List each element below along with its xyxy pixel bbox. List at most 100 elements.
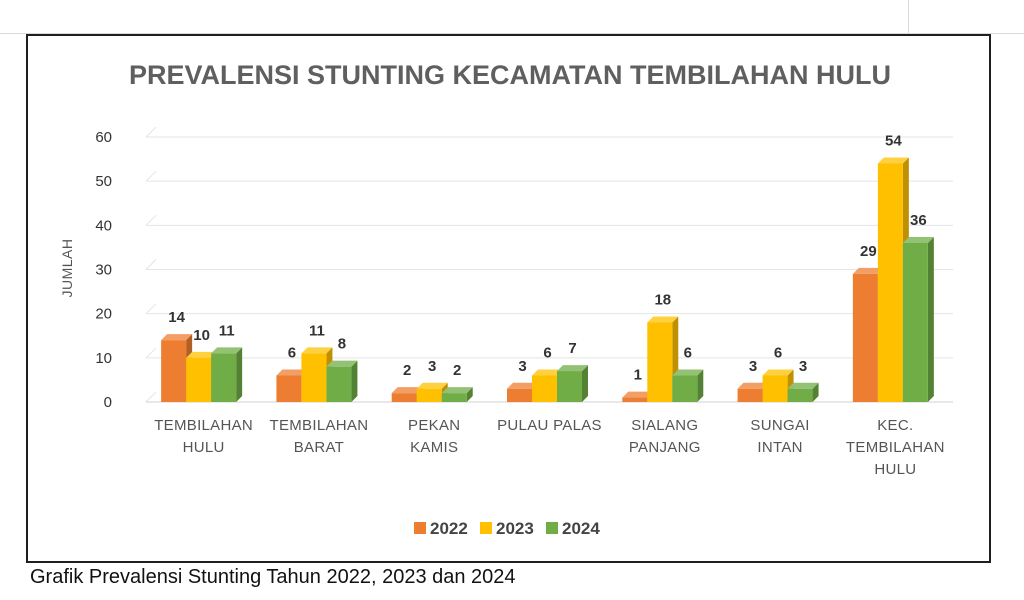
data-label: 36 bbox=[910, 212, 927, 229]
gridline-depth bbox=[145, 259, 157, 270]
legend-swatch-2024 bbox=[546, 522, 558, 534]
bar-front bbox=[391, 393, 417, 402]
data-label: 8 bbox=[338, 336, 346, 353]
legend-label-2023: 2023 bbox=[496, 519, 534, 538]
legend: 2022 2023 2024 bbox=[414, 519, 600, 538]
bar-front bbox=[276, 375, 302, 402]
bar-top bbox=[902, 237, 934, 243]
data-label: 14 bbox=[168, 309, 185, 326]
category-label-line: KAMIS bbox=[410, 439, 458, 456]
bar-top bbox=[762, 369, 794, 376]
y-tick-label: 20 bbox=[95, 306, 112, 323]
data-label: 54 bbox=[885, 133, 902, 150]
category-label-line: TEMBILAHAN bbox=[154, 417, 253, 434]
category-label-line: PULAU PALAS bbox=[497, 417, 602, 434]
bar-top bbox=[161, 334, 193, 341]
bar-side bbox=[466, 387, 473, 402]
bar-side bbox=[236, 347, 243, 402]
category-label-line: HULU bbox=[183, 439, 225, 456]
bar-2023-2 bbox=[416, 382, 448, 402]
chart-svg: PREVALENSI STUNTING KECAMATAN TEMBILAHAN… bbox=[59, 60, 953, 538]
data-label: 7 bbox=[568, 340, 576, 357]
bar-front bbox=[852, 273, 878, 402]
category-label-line: SUNGAI bbox=[750, 417, 809, 434]
bar-top bbox=[557, 365, 588, 372]
data-label: 3 bbox=[518, 358, 526, 375]
data-label: 29 bbox=[860, 243, 877, 260]
y-tick-label: 30 bbox=[95, 262, 112, 279]
bar-side bbox=[927, 237, 934, 402]
bar-top bbox=[877, 157, 909, 164]
page-top-divider bbox=[908, 0, 909, 33]
data-label: 11 bbox=[309, 322, 325, 339]
category-labels: TEMBILAHAN HULU TEMBILAHAN BARAT PEKAN KAMIS P… bbox=[154, 417, 945, 478]
bar-front bbox=[186, 357, 212, 402]
y-tick-label: 50 bbox=[95, 173, 112, 190]
data-label: 6 bbox=[684, 345, 692, 362]
bar-top bbox=[391, 387, 423, 394]
bar-front bbox=[762, 375, 788, 402]
data-label: 1 bbox=[634, 367, 642, 384]
bar-2024-1 bbox=[326, 360, 358, 402]
gridline-depth bbox=[145, 214, 157, 226]
bar-2024-6 bbox=[902, 237, 934, 402]
y-axis-ticks: 0 10 20 30 40 50 60 bbox=[95, 129, 112, 411]
bar-front bbox=[672, 375, 698, 402]
y-tick-label: 40 bbox=[95, 217, 112, 234]
bar-front bbox=[532, 375, 557, 402]
bar-2024-4 bbox=[672, 369, 704, 402]
bar-top bbox=[647, 316, 679, 323]
y-tick-label: 0 bbox=[104, 394, 112, 411]
bar-2023-1 bbox=[301, 347, 333, 402]
bar-front bbox=[161, 340, 187, 402]
bar-front bbox=[787, 388, 813, 402]
page-top-rule bbox=[0, 33, 1024, 34]
category-label: PULAU PALAS bbox=[497, 417, 602, 434]
legend-swatch-2022 bbox=[414, 522, 426, 534]
bar-top bbox=[787, 382, 819, 389]
bar-front bbox=[301, 353, 327, 402]
data-label: 6 bbox=[288, 345, 296, 362]
bar-top bbox=[532, 369, 563, 376]
category-label: TEMBILAHAN HULU bbox=[154, 417, 253, 456]
gridline-depth bbox=[145, 347, 157, 359]
bar-side bbox=[697, 369, 704, 402]
bar-front bbox=[737, 388, 763, 402]
bar-top bbox=[186, 351, 218, 358]
bar-top bbox=[301, 347, 333, 354]
gridline-depth bbox=[145, 170, 157, 182]
category-label-line: BARAT bbox=[294, 439, 344, 456]
legend-label-2022: 2022 bbox=[430, 519, 468, 538]
data-label: 3 bbox=[428, 358, 436, 375]
y-axis-title: JUMLAH bbox=[59, 238, 75, 297]
bar-front bbox=[902, 243, 928, 402]
legend-label-2024: 2024 bbox=[562, 519, 600, 538]
bar-front bbox=[647, 322, 673, 402]
bar-top bbox=[737, 382, 769, 389]
bars bbox=[161, 157, 934, 402]
data-label: 11 bbox=[219, 322, 235, 339]
bar-top bbox=[507, 382, 538, 389]
y-tick-label: 10 bbox=[95, 350, 112, 367]
category-label: PEKAN KAMIS bbox=[408, 417, 460, 456]
gridline-depth bbox=[145, 126, 157, 138]
bar-2024-3 bbox=[557, 365, 588, 402]
bar-side bbox=[582, 365, 588, 402]
bar-front bbox=[507, 388, 532, 402]
data-label: 18 bbox=[654, 292, 671, 309]
category-label: SUNGAI INTAN bbox=[750, 417, 809, 456]
bar-front bbox=[622, 397, 648, 402]
data-label: 3 bbox=[799, 358, 807, 375]
chart-frame: PREVALENSI STUNTING KECAMATAN TEMBILAHAN… bbox=[26, 34, 991, 563]
data-label: 2 bbox=[403, 362, 411, 379]
category-label: KEC. TEMBILAHAN HULU bbox=[846, 417, 945, 478]
bar-top bbox=[211, 347, 243, 354]
category-label-line: HULU bbox=[874, 461, 916, 478]
data-label: 10 bbox=[193, 327, 210, 344]
gridline-depth bbox=[145, 391, 157, 403]
chart-title: PREVALENSI STUNTING KECAMATAN TEMBILAHAN… bbox=[129, 60, 891, 90]
category-label-line: TEMBILAHAN bbox=[846, 439, 945, 456]
bar-front bbox=[557, 371, 582, 402]
bar-front bbox=[441, 393, 467, 402]
bar-top bbox=[326, 360, 358, 367]
